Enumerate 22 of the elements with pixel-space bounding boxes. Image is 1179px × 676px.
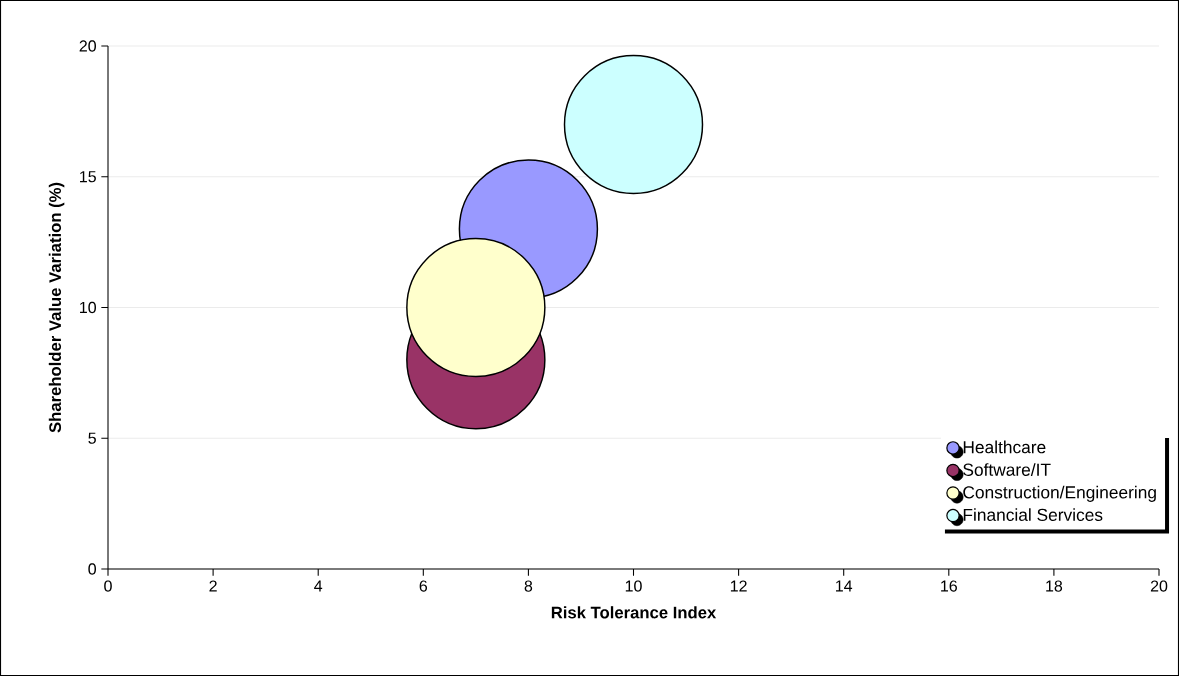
legend-label: Healthcare bbox=[963, 440, 1046, 454]
legend-label: Software/IT bbox=[963, 463, 1051, 476]
y-tick-label: 5 bbox=[88, 432, 96, 444]
x-axis-title: Risk Tolerance Index bbox=[551, 606, 717, 619]
x-tick-label: 16 bbox=[941, 580, 957, 592]
x-tick-label: 8 bbox=[524, 580, 533, 592]
x-tick-label: 20 bbox=[1150, 580, 1168, 592]
y-tick-label: 10 bbox=[80, 301, 96, 314]
legend-label: Construction/Engineering bbox=[963, 485, 1156, 502]
legend-label: Financial Services bbox=[963, 508, 1103, 522]
x-tick-label: 4 bbox=[314, 580, 323, 592]
y-axis-title: Shareholder Value Variation (%) bbox=[48, 182, 65, 433]
y-tick-label: 20 bbox=[79, 40, 96, 52]
y-tick-label: 0 bbox=[88, 563, 97, 575]
x-tick-label: 12 bbox=[730, 580, 747, 592]
x-tick-label: 10 bbox=[625, 580, 642, 592]
y-tick-label: 15 bbox=[80, 171, 96, 183]
x-tick-label: 6 bbox=[419, 580, 428, 592]
x-tick-label: 14 bbox=[836, 580, 853, 592]
x-tick-label: 0 bbox=[104, 580, 112, 592]
x-tick-label: 2 bbox=[209, 580, 217, 592]
x-tick-label: 18 bbox=[1046, 580, 1063, 592]
